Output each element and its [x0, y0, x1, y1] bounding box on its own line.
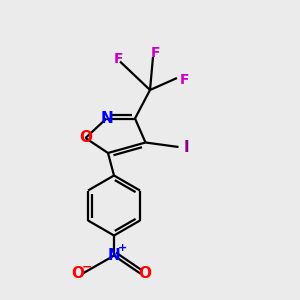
- Text: −: −: [82, 260, 92, 274]
- Text: F: F: [180, 73, 189, 86]
- Text: O: O: [79, 130, 92, 146]
- Text: N: N: [108, 248, 120, 263]
- Text: N: N: [100, 111, 113, 126]
- Text: O: O: [71, 266, 85, 281]
- Text: F: F: [151, 46, 161, 60]
- Text: I: I: [183, 140, 189, 154]
- Text: +: +: [118, 243, 127, 253]
- Text: F: F: [114, 52, 123, 66]
- Text: O: O: [138, 266, 152, 281]
